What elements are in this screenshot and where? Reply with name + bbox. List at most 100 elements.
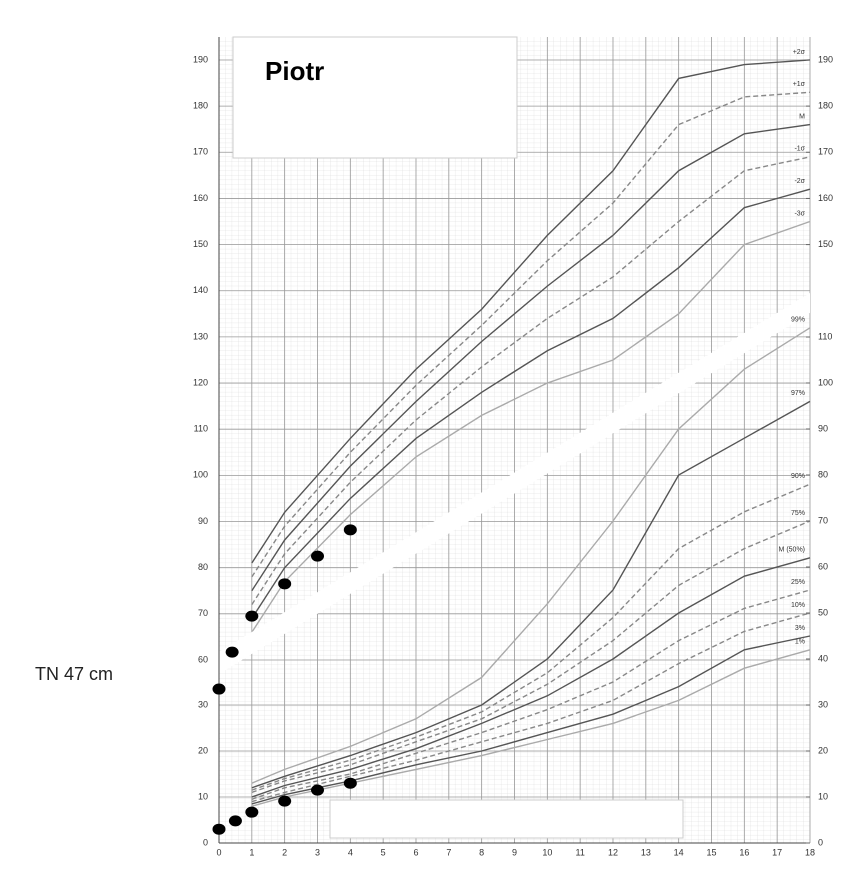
y-tick-label: 20 — [198, 745, 208, 755]
curve — [251, 520, 811, 794]
y2-tick-label: 40 — [818, 653, 828, 663]
curve-label: 1% — [795, 639, 805, 646]
y2-tick-label: 10 — [818, 791, 828, 801]
name-box — [232, 36, 518, 159]
y2-tick-label: 50 — [818, 607, 828, 617]
x-tick-label: 0 — [216, 847, 221, 857]
y2-tick-label: 150 — [818, 239, 833, 249]
y-tick-label: 130 — [193, 331, 208, 341]
data-point — [228, 815, 242, 827]
x-tick-label: 18 — [805, 847, 815, 857]
y-tick-label: 190 — [193, 54, 208, 64]
curve-label: 3% — [795, 625, 805, 632]
curve — [251, 59, 811, 564]
data-point — [343, 524, 357, 536]
foreground: 6070809010011012013014015016017018019015… — [193, 49, 833, 858]
x-tick-label: 11 — [575, 847, 584, 857]
y-tick-label: 170 — [193, 147, 208, 157]
curve — [251, 123, 811, 592]
y-tick-label: 140 — [193, 285, 208, 295]
data-point — [245, 610, 259, 622]
y2-tick-label: 180 — [818, 101, 833, 111]
curve-label: 10% — [791, 602, 805, 609]
data-point — [225, 646, 239, 658]
data-point — [311, 784, 324, 796]
curve-label: 90% — [791, 473, 805, 480]
y-tick-label: 100 — [193, 470, 208, 480]
y-tick-label: 160 — [193, 193, 208, 203]
data-point — [278, 578, 292, 590]
y-tick-label: 10 — [198, 791, 208, 801]
x-tick-label: 10 — [542, 847, 552, 857]
data-point — [245, 806, 259, 818]
curve-label: M (50%) — [779, 547, 805, 554]
y2-tick-label: 90 — [818, 423, 828, 433]
curve — [251, 156, 811, 605]
x-tick-label: 3 — [315, 847, 320, 857]
curve-label: +2σ — [793, 49, 806, 56]
y-tick-label: 80 — [198, 562, 208, 572]
data-point — [343, 777, 357, 789]
curve — [251, 327, 811, 784]
y2-tick-label: 0 — [818, 837, 823, 847]
curve-label: 99% — [791, 317, 805, 324]
x-tick-label: 5 — [381, 847, 386, 857]
y2-tick-label: 80 — [818, 469, 828, 479]
y2-tick-label: 100 — [818, 377, 833, 387]
y-tick-label: 150 — [193, 239, 208, 249]
curve — [251, 400, 811, 789]
y-tick-label: 110 — [194, 424, 208, 434]
x-tick-label: 6 — [413, 847, 418, 857]
data-point — [212, 823, 226, 835]
data-point — [278, 795, 292, 807]
y2-tick-label: 60 — [818, 561, 828, 571]
curve-label: -3σ — [794, 210, 805, 217]
curve-label: 75% — [791, 510, 805, 517]
y-tick-label: 180 — [193, 101, 208, 111]
x-tick-label: 7 — [446, 847, 451, 857]
y-tick-label: 70 — [198, 608, 208, 618]
x-tick-label: 1 — [249, 847, 254, 857]
curve — [251, 612, 811, 803]
curve — [251, 589, 811, 800]
blank-box — [329, 799, 684, 839]
x-tick-label: 14 — [674, 847, 684, 857]
y2-tick-label: 110 — [818, 331, 832, 341]
curve-label: -1σ — [794, 146, 805, 153]
data-point — [311, 550, 324, 562]
y2-tick-label: 20 — [818, 745, 828, 755]
curve-label: +1σ — [793, 81, 806, 88]
y2-tick-label: 190 — [818, 54, 833, 64]
x-tick-label: 16 — [739, 847, 749, 857]
curve — [251, 220, 811, 633]
curve — [251, 188, 811, 619]
y2-tick-label: 70 — [818, 515, 828, 525]
x-tick-label: 17 — [772, 847, 782, 857]
x-tick-label: 2 — [282, 847, 287, 857]
x-tick-label: 8 — [479, 847, 484, 857]
curve — [251, 557, 811, 798]
x-tick-label: 13 — [641, 847, 651, 857]
grid — [218, 37, 811, 844]
curve — [251, 483, 811, 791]
y2-tick-label: 160 — [818, 193, 833, 203]
y-tick-label: 0 — [203, 837, 208, 847]
x-tick-label: 9 — [512, 847, 517, 857]
band — [219, 293, 810, 674]
y2-tick-label: 170 — [818, 147, 833, 157]
y-tick-label: 60 — [198, 654, 208, 664]
data-point — [212, 683, 226, 695]
curve — [251, 91, 811, 578]
curve-label: -2σ — [794, 178, 805, 185]
x-tick-label: 15 — [706, 847, 716, 857]
curve-label: 25% — [791, 579, 805, 586]
x-tick-label: 4 — [348, 847, 353, 857]
y-tick-label: 120 — [193, 377, 208, 387]
annotation: TN 47 cm — [35, 664, 113, 684]
y-tick-label: 90 — [198, 516, 208, 526]
y2-tick-label: 30 — [818, 699, 828, 709]
curve-label: M — [799, 113, 805, 120]
chart-title: Piotr — [265, 56, 324, 86]
